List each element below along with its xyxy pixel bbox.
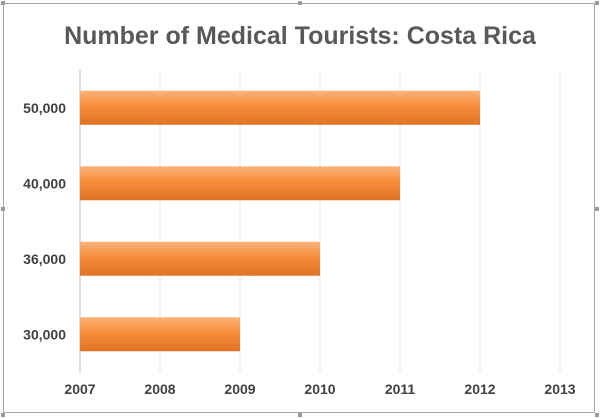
- x-tick-label: 2011: [385, 381, 416, 397]
- bar: [80, 90, 480, 125]
- x-tick-label: 2010: [304, 381, 335, 397]
- y-axis-tick-labels: 50,000 40,000 36,000 30,000: [23, 100, 66, 343]
- y-tick-label: 30,000: [23, 326, 66, 342]
- x-tick-label: 2009: [224, 381, 255, 397]
- resize-handle-top-right[interactable]: [595, 1, 599, 5]
- chart-title: Number of Medical Tourists: Costa Rica: [64, 22, 536, 50]
- resize-handle-bottom-right[interactable]: [595, 413, 599, 417]
- y-tick-label: 50,000: [23, 100, 66, 116]
- resize-handle-right[interactable]: [595, 207, 599, 211]
- resize-handle-bottom-left[interactable]: [1, 413, 5, 417]
- bar: [80, 241, 320, 276]
- x-axis-tick-labels: 2007 2008 2009 2010 2011 2012 2013: [64, 381, 575, 397]
- bar: [80, 317, 240, 352]
- y-tick-label: 36,000: [23, 251, 66, 267]
- x-tick-label: 2012: [464, 381, 495, 397]
- x-tick-label: 2007: [64, 381, 95, 397]
- resize-handle-bottom[interactable]: [298, 413, 302, 417]
- x-tick-label: 2008: [144, 381, 175, 397]
- bar-series: [80, 90, 480, 352]
- resize-handle-left[interactable]: [1, 207, 5, 211]
- resize-handle-top[interactable]: [298, 1, 302, 5]
- x-tick-label: 2013: [544, 381, 575, 397]
- y-tick-label: 40,000: [23, 175, 66, 191]
- bar: [80, 166, 400, 201]
- resize-handle-top-left[interactable]: [1, 1, 5, 5]
